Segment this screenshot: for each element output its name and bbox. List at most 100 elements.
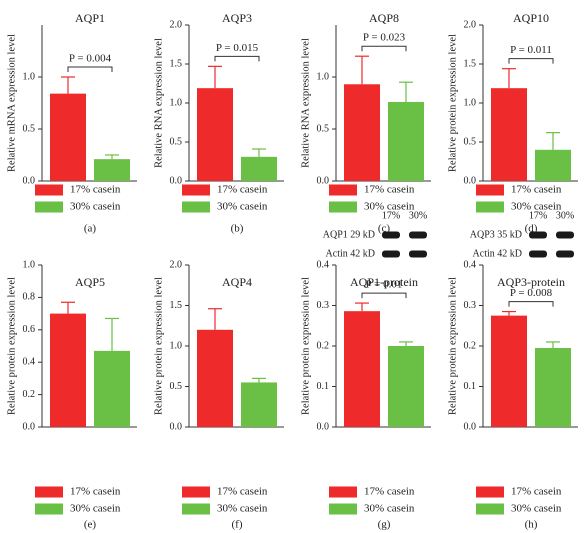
legend-swatch xyxy=(182,184,210,196)
y-tick-label: 0.0 xyxy=(317,421,330,432)
error-bar xyxy=(399,341,413,346)
y-tick-label: 0.3 xyxy=(464,300,477,311)
blot-row-label: AQP3 35 kD xyxy=(470,229,522,240)
error-bar xyxy=(61,301,75,314)
y-tick-label: 0.4 xyxy=(23,356,36,367)
error-bar xyxy=(208,65,222,89)
blot-row-label: Actin 42 kD xyxy=(326,248,375,259)
y-tick-label: 0.0 xyxy=(317,175,330,186)
chart-title: AQP8 xyxy=(369,11,399,25)
significance-bracket xyxy=(67,66,113,72)
p-value: P = 0.015 xyxy=(216,42,259,54)
p-value: P = 0.004 xyxy=(69,53,112,65)
error-bar xyxy=(208,308,222,330)
legend-swatch xyxy=(35,503,63,515)
bar xyxy=(94,159,130,181)
blot-band xyxy=(529,231,547,239)
chart-title: AQP1-protein xyxy=(350,275,418,289)
legend-swatch xyxy=(182,486,210,498)
chart-title: AQP1 xyxy=(75,11,105,25)
panel-label: (f) xyxy=(232,519,243,531)
panel-label: (h) xyxy=(525,519,538,531)
blot-band xyxy=(556,231,574,239)
bar xyxy=(344,84,380,181)
legend-label: 30% casein xyxy=(70,201,121,213)
lane-label: 30% xyxy=(409,210,427,221)
y-axis-label: Relative mRNA expression level xyxy=(6,34,17,172)
blot-band xyxy=(382,231,400,239)
y-tick-label: 1.5 xyxy=(170,58,183,69)
error-bar xyxy=(502,310,516,316)
legend-swatch xyxy=(476,184,504,196)
y-tick-label: 1.0 xyxy=(317,71,330,82)
bar xyxy=(388,346,424,427)
lane-label: 17% xyxy=(382,210,400,221)
legend-swatch xyxy=(182,503,210,515)
error-bar xyxy=(399,81,413,102)
error-bar xyxy=(105,317,119,351)
error-bar xyxy=(502,68,516,89)
y-axis-label: Relative RNA expression level xyxy=(300,38,311,168)
y-tick-label: 0.1 xyxy=(464,381,477,392)
y-tick-label: 0.4 xyxy=(317,259,330,270)
y-tick-label: 0.5 xyxy=(170,136,183,147)
legend-label: 30% casein xyxy=(217,201,268,213)
legend-label: 17% casein xyxy=(511,184,562,196)
y-tick-label: 0.5 xyxy=(317,123,330,134)
y-tick-label: 1.0 xyxy=(23,71,36,82)
y-tick-label: 1.0 xyxy=(170,340,183,351)
legend-label: 17% casein xyxy=(217,184,268,196)
y-axis-label: Relative protein expression level xyxy=(153,277,164,415)
y-tick-label: 0.2 xyxy=(317,340,330,351)
y-tick-label: 0.4 xyxy=(464,259,477,270)
error-bar xyxy=(252,148,266,157)
y-tick-label: 1.5 xyxy=(170,300,183,311)
significance-bracket xyxy=(508,301,554,307)
lane-label: 17% xyxy=(529,210,547,221)
y-tick-label: 0.5 xyxy=(23,123,36,134)
legend-swatch xyxy=(35,184,63,196)
blot-band xyxy=(382,250,400,258)
y-tick-label: 1.0 xyxy=(464,97,477,108)
error-bar xyxy=(355,302,369,312)
error-bar xyxy=(546,132,560,150)
p-value: P = 0.01 xyxy=(366,279,403,291)
y-tick-label: 0.0 xyxy=(464,421,477,432)
chart-title: AQP10 xyxy=(513,11,549,25)
legend-swatch xyxy=(476,503,504,515)
legend-swatch xyxy=(476,201,504,213)
significance-bracket xyxy=(361,292,407,299)
bar xyxy=(197,88,233,181)
y-tick-label: 0.0 xyxy=(170,421,183,432)
bar xyxy=(491,315,527,427)
legend-swatch xyxy=(329,184,357,196)
legend-label: 30% casein xyxy=(364,201,415,213)
error-bar xyxy=(105,154,119,160)
y-tick-label: 0.5 xyxy=(464,136,477,147)
chart-title: AQP5 xyxy=(75,275,105,289)
panel-label: (a) xyxy=(84,223,97,235)
error-bar xyxy=(252,377,266,383)
p-value: P = 0.011 xyxy=(510,44,552,56)
y-axis-label: Relative protein expression level xyxy=(447,277,458,415)
blot-band xyxy=(409,231,427,239)
blot-row-label: Actin 42 kD xyxy=(473,248,522,259)
bar xyxy=(535,149,571,181)
y-tick-label: 2.0 xyxy=(464,19,477,30)
p-value: P = 0.023 xyxy=(363,32,406,44)
bar xyxy=(50,313,86,427)
legend-swatch xyxy=(329,201,357,213)
panel-label: (e) xyxy=(84,519,97,531)
legend-label: 30% casein xyxy=(511,201,562,213)
y-tick-label: 1.5 xyxy=(464,58,477,69)
legend-swatch xyxy=(476,486,504,498)
legend-label: 17% casein xyxy=(70,184,121,196)
y-tick-label: 0.0 xyxy=(23,175,36,186)
legend-label: 30% casein xyxy=(364,503,415,515)
blot-row-label: AQP1 29 kD xyxy=(323,229,375,240)
chart-title: AQP3 xyxy=(222,11,252,25)
bar xyxy=(344,311,380,427)
y-axis-label: Relative protein expression level xyxy=(300,277,311,415)
